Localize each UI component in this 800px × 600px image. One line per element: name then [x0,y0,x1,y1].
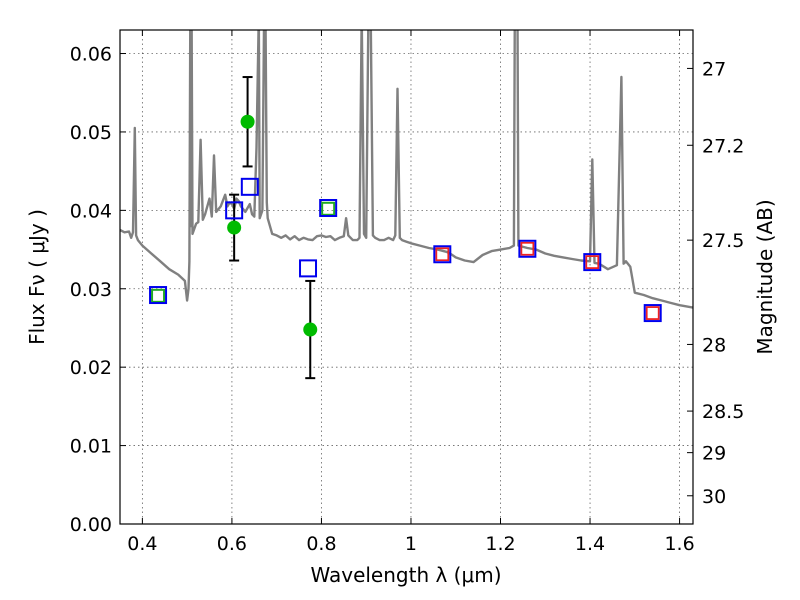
observed-box-green [151,288,166,303]
observed-point [303,322,318,337]
x-tick-label: 0.6 [217,533,247,555]
x-tick-label: 0.8 [306,533,336,555]
x-tick-label: 1.2 [485,533,515,555]
y-tick-label: 0.00 [70,514,112,536]
model-box-blue [643,304,662,323]
right-tick-label: 29 [702,443,726,465]
model-box-blue [433,245,452,264]
right-axis-label: Magnitude (AB) [753,199,777,354]
observed-points [227,114,318,337]
model-spectrum-line [120,30,693,309]
photometry-boxes [149,177,662,323]
model-box-blue [240,177,259,196]
grid-lines [120,30,693,525]
model-box-blue [299,259,318,278]
y-tick-label: 0.03 [70,279,112,301]
model-box-blue [149,286,168,305]
y-tick-label: 0.05 [70,122,112,144]
observed-box-red [435,247,450,262]
model-box-blue [583,253,602,272]
plot-frame [119,29,694,525]
right-tick-label: 30 [702,486,726,508]
y-axis-ticks: 0.00 0.01 0.02 0.03 0.04 0.05 0.06 [70,44,126,536]
x-tick-label: 1.4 [575,533,605,555]
x-axis-label: Wavelength λ (μm) [310,563,501,587]
observed-point [240,114,255,129]
model-box-blue [225,201,244,220]
model-box-blue [518,239,537,258]
observed-point [227,220,242,235]
y-tick-label: 0.01 [70,436,112,458]
model-spectrum [120,30,693,309]
right-axis-ticks: 27 27.2 27.5 28 28.5 29 30 [687,58,744,508]
y-tick-label: 0.02 [70,357,112,379]
right-tick-label: 28.5 [702,401,744,423]
observed-box-green [321,201,336,216]
x-tick-label: 1 [405,533,417,555]
right-tick-label: 27.2 [702,135,744,157]
observed-box-red [520,241,535,256]
observed-box-red [645,306,660,320]
right-tick-label: 27.5 [702,230,744,252]
y-tick-label: 0.06 [70,44,112,66]
x-axis-ticks: 0.4 0.6 0.8 1 1.2 1.4 1.6 [127,30,695,555]
right-tick-label: 27 [702,58,726,80]
x-tick-label: 1.6 [664,533,694,555]
right-tick-label: 28 [702,334,726,356]
x-tick-label: 0.4 [127,533,157,555]
model-box-blue [319,198,338,217]
y-axis-label: Flux Fν ( μJy ) [25,209,49,345]
y-tick-label: 0.04 [70,200,112,222]
observed-box-red [585,255,600,270]
